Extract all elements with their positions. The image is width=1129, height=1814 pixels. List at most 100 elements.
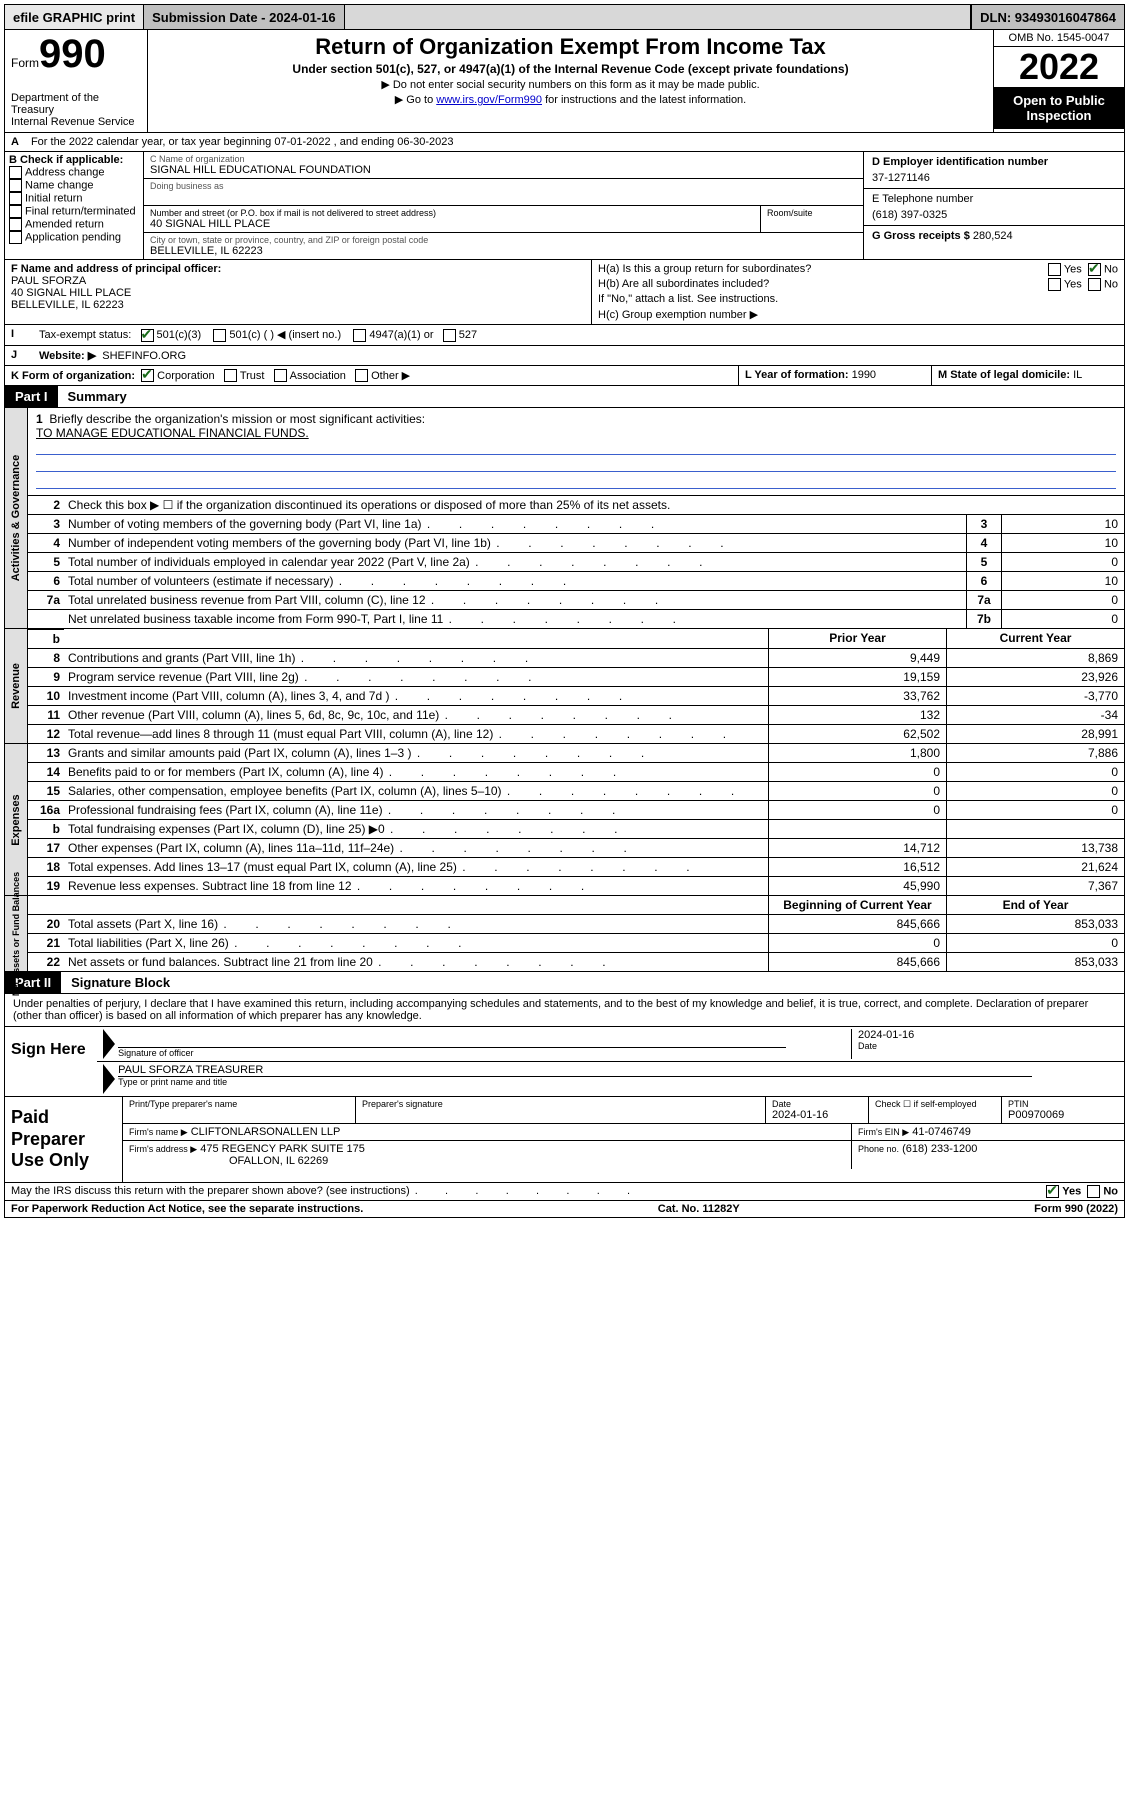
table-row: 8Contributions and grants (Part VIII, li…: [28, 649, 1124, 668]
pt-name-label: Print/Type preparer's name: [129, 1099, 349, 1109]
na-py-hdr: Beginning of Current Year: [768, 896, 946, 914]
chk-501c[interactable]: [213, 329, 226, 342]
opt-name-change: Name change: [25, 179, 94, 191]
officer-addr2: BELLEVILLE, IL 62223: [11, 299, 585, 311]
table-row: 22Net assets or fund balances. Subtract …: [28, 953, 1124, 971]
opt-trust: Trust: [240, 370, 265, 382]
chk-hb-yes[interactable]: [1048, 278, 1061, 291]
omb-number: OMB No. 1545-0047: [994, 30, 1124, 47]
psig-label: Preparer's signature: [362, 1099, 759, 1109]
chk-4947[interactable]: [353, 329, 366, 342]
vtab-na: Net Assets or Fund Balances: [11, 872, 21, 996]
prep-phone-label: Phone no.: [858, 1144, 899, 1154]
chk-discuss-no[interactable]: [1087, 1185, 1100, 1198]
firm-addr-label: Firm's address ▶: [129, 1144, 197, 1154]
chk-other[interactable]: [355, 369, 368, 382]
opt-501c3: 501(c)(3): [157, 329, 202, 341]
phone-label: E Telephone number: [872, 193, 1116, 205]
chk-discuss-yes[interactable]: [1046, 1185, 1059, 1198]
hb-yes: Yes: [1064, 278, 1082, 290]
city-label: City or town, state or province, country…: [150, 235, 857, 245]
hb-no: No: [1104, 278, 1118, 290]
ein-label: D Employer identification number: [872, 156, 1116, 168]
discuss-q: May the IRS discuss this return with the…: [11, 1185, 410, 1197]
chk-assoc[interactable]: [274, 369, 287, 382]
efile-label[interactable]: efile GRAPHIC print: [5, 5, 144, 29]
dept-treasury: Department of the Treasury: [11, 92, 141, 116]
opt-address-change: Address change: [25, 166, 105, 178]
table-row: 15Salaries, other compensation, employee…: [28, 782, 1124, 801]
na-block: Net Assets or Fund Balances Beginning of…: [4, 896, 1125, 972]
table-row: 12Total revenue—add lines 8 through 11 (…: [28, 725, 1124, 743]
form-word: Form: [11, 56, 39, 70]
table-row: 19Revenue less expenses. Subtract line 1…: [28, 877, 1124, 895]
ha-yes: Yes: [1064, 263, 1082, 275]
pdate: 2024-01-16: [772, 1109, 862, 1121]
opt-assoc: Association: [290, 370, 346, 382]
org-name: SIGNAL HILL EDUCATIONAL FOUNDATION: [150, 164, 857, 176]
phone: (618) 397-0325: [872, 209, 1116, 221]
gross-label: G Gross receipts $: [872, 230, 970, 242]
opt-4947: 4947(a)(1) or: [369, 329, 433, 341]
part1-num: Part I: [5, 386, 58, 407]
hc-label: H(c) Group exemption number ▶: [598, 308, 1118, 321]
ha-label: H(a) Is this a group return for subordin…: [598, 263, 811, 275]
opt-527: 527: [459, 329, 477, 341]
state-domicile: IL: [1073, 369, 1082, 381]
chk-ha-yes[interactable]: [1048, 263, 1061, 276]
col-c: C Name of organization SIGNAL HILL EDUCA…: [144, 152, 864, 259]
opt-corp: Corporation: [157, 370, 214, 382]
chk-final-return[interactable]: [9, 205, 22, 218]
form-subtitle: Under section 501(c), 527, or 4947(a)(1)…: [154, 62, 987, 76]
goto-pre: ▶ Go to: [395, 94, 436, 106]
table-row: 4Number of independent voting members of…: [28, 534, 1124, 553]
col-b: B Check if applicable: Address change Na…: [5, 152, 144, 259]
table-row: 13Grants and similar amounts paid (Part …: [28, 744, 1124, 763]
signer-name: PAUL SFORZA TREASURER: [118, 1064, 1032, 1077]
street-label: Number and street (or P.O. box if mail i…: [150, 208, 754, 218]
mission-label: Briefly describe the organization's miss…: [49, 412, 425, 426]
chk-amended[interactable]: [9, 218, 22, 231]
form-number: 990: [39, 34, 106, 74]
arrow-icon: [103, 1064, 115, 1094]
prep-phone: (618) 233-1200: [902, 1143, 977, 1155]
chk-app-pending[interactable]: [9, 231, 22, 244]
chk-527[interactable]: [443, 329, 456, 342]
cy-hdr: Current Year: [946, 629, 1124, 648]
table-row: 5Total number of individuals employed in…: [28, 553, 1124, 572]
rev-block: Revenue b Prior Year Current Year 8Contr…: [4, 629, 1125, 744]
table-row: 11Other revenue (Part VIII, column (A), …: [28, 706, 1124, 725]
chk-address-change[interactable]: [9, 166, 22, 179]
submission-date: Submission Date - 2024-01-16: [144, 5, 345, 29]
self-emp-label: Check ☐ if self-employed: [875, 1099, 995, 1110]
irs-link[interactable]: www.irs.gov/Form990: [436, 94, 542, 106]
vtab-exp: Expenses: [10, 794, 22, 845]
sign-date: 2024-01-16: [858, 1029, 1118, 1041]
irs-label: Internal Revenue Service: [11, 116, 141, 128]
header-box: B Check if applicable: Address change Na…: [4, 152, 1125, 260]
sign-here-label: Sign Here: [5, 1027, 97, 1096]
f-label: F Name and address of principal officer:: [11, 263, 585, 275]
ein: 37-1271146: [872, 172, 1116, 184]
website-label: Website: ▶: [39, 350, 96, 362]
room-label: Room/suite: [767, 208, 857, 218]
signer-name-label: Type or print name and title: [118, 1077, 1032, 1087]
part2-title: Signature Block: [61, 972, 180, 993]
goto-post: for instructions and the latest informat…: [542, 94, 746, 106]
chk-501c3[interactable]: [141, 329, 154, 342]
chk-hb-no[interactable]: [1088, 278, 1101, 291]
table-row: bTotal fundraising expenses (Part IX, co…: [28, 820, 1124, 839]
ptin: P00970069: [1008, 1109, 1118, 1121]
m-label: M State of legal domicile:: [938, 369, 1070, 381]
sig-label: Signature of officer: [118, 1048, 786, 1058]
col-d: D Employer identification number 37-1271…: [864, 152, 1124, 259]
table-row: 6Total number of volunteers (estimate if…: [28, 572, 1124, 591]
chk-ha-no[interactable]: [1088, 263, 1101, 276]
k-label: K Form of organization:: [11, 370, 135, 382]
chk-initial-return[interactable]: [9, 192, 22, 205]
chk-name-change[interactable]: [9, 179, 22, 192]
chk-trust[interactable]: [224, 369, 237, 382]
chk-corp[interactable]: [141, 369, 154, 382]
l-label: L Year of formation:: [745, 369, 849, 381]
table-row: Net unrelated business taxable income fr…: [28, 610, 1124, 628]
